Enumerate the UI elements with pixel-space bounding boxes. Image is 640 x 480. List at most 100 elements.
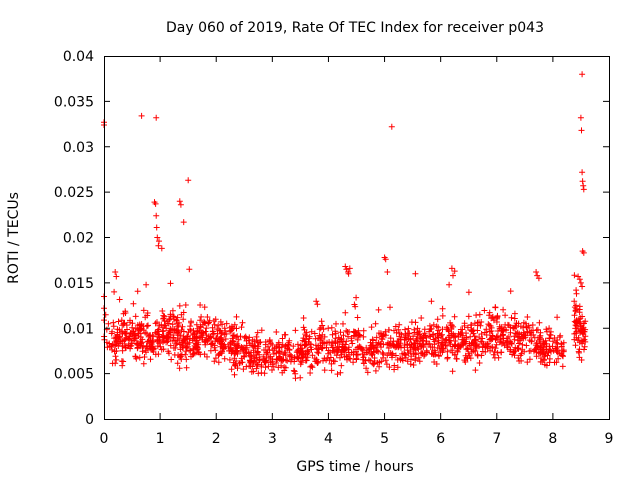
data-point (489, 332, 496, 339)
data-point (193, 321, 200, 328)
data-point (213, 335, 220, 341)
data-point (140, 360, 147, 367)
data-point (422, 341, 429, 348)
data-point (193, 335, 200, 342)
data-point (261, 347, 267, 353)
data-point (180, 309, 187, 316)
data-point (427, 344, 434, 351)
data-point (360, 347, 367, 354)
data-point (385, 345, 392, 351)
y-tick-label: 0.015 (54, 276, 94, 292)
data-point (235, 336, 242, 343)
data-point (355, 327, 362, 334)
data-point (159, 308, 166, 314)
data-point (297, 349, 304, 356)
data-point (559, 352, 566, 359)
data-point (531, 348, 537, 355)
data-point (338, 362, 345, 369)
data-point (211, 321, 218, 328)
y-tick-label: 0.005 (54, 367, 94, 383)
data-point (229, 332, 236, 339)
data-point (580, 182, 587, 189)
data-point (221, 341, 228, 348)
data-point (526, 356, 533, 363)
data-point (414, 345, 421, 351)
data-point (349, 340, 356, 347)
data-point (236, 360, 243, 367)
data-point (364, 369, 371, 376)
data-point (246, 340, 253, 347)
data-point (328, 342, 335, 349)
data-point (471, 320, 478, 327)
data-point (248, 353, 255, 360)
data-point (119, 330, 126, 337)
data-point (579, 178, 586, 185)
data-point (382, 328, 389, 335)
data-point (342, 263, 349, 270)
data-point (440, 347, 447, 354)
data-point (180, 219, 187, 226)
data-point (209, 324, 216, 331)
data-point (112, 353, 119, 360)
data-point (444, 354, 451, 361)
data-point (113, 356, 120, 363)
data-point (283, 357, 289, 364)
data-point (446, 332, 453, 339)
data-point (209, 331, 216, 338)
data-point (314, 301, 321, 308)
data-point (432, 349, 439, 356)
data-point (418, 343, 425, 350)
data-point (246, 352, 253, 359)
data-point (152, 329, 159, 336)
data-point (161, 322, 168, 329)
data-point (188, 318, 194, 325)
data-point (500, 335, 507, 342)
data-point (275, 339, 282, 346)
data-point (149, 343, 156, 350)
data-point (392, 323, 399, 330)
data-point (572, 342, 579, 349)
data-point (321, 367, 328, 374)
data-point (499, 331, 506, 338)
data-point (202, 328, 209, 335)
data-point (246, 358, 253, 364)
data-point (388, 123, 395, 130)
data-point (282, 343, 289, 350)
data-point (292, 375, 299, 382)
data-point (560, 339, 567, 346)
data-point (487, 328, 494, 335)
data-point (455, 330, 462, 337)
data-point (319, 331, 326, 338)
data-point (528, 338, 535, 345)
data-point (507, 329, 514, 336)
data-point (198, 313, 205, 320)
x-axis-ticks: 0 1 2 3 4 5 6 7 8 9 (100, 56, 613, 447)
data-point (407, 344, 414, 351)
data-point (412, 355, 419, 362)
data-point (404, 358, 411, 365)
data-point (130, 337, 137, 344)
data-point (214, 338, 221, 345)
data-point (191, 330, 198, 337)
data-point (127, 345, 134, 352)
data-point (487, 347, 494, 354)
data-point (334, 371, 341, 378)
data-point (579, 328, 586, 335)
data-point (201, 320, 208, 326)
data-point (155, 351, 162, 358)
data-point (426, 333, 433, 339)
data-point (254, 348, 261, 355)
data-point (426, 322, 433, 329)
data-point (387, 304, 393, 311)
data-point (337, 369, 344, 376)
data-point (144, 310, 151, 316)
data-point (174, 360, 181, 367)
data-point (331, 358, 338, 365)
data-point (370, 361, 377, 368)
x-tick-label: 3 (268, 431, 277, 447)
data-point (161, 337, 168, 344)
data-point (373, 334, 380, 341)
data-point (486, 309, 493, 316)
data-point (394, 364, 401, 371)
